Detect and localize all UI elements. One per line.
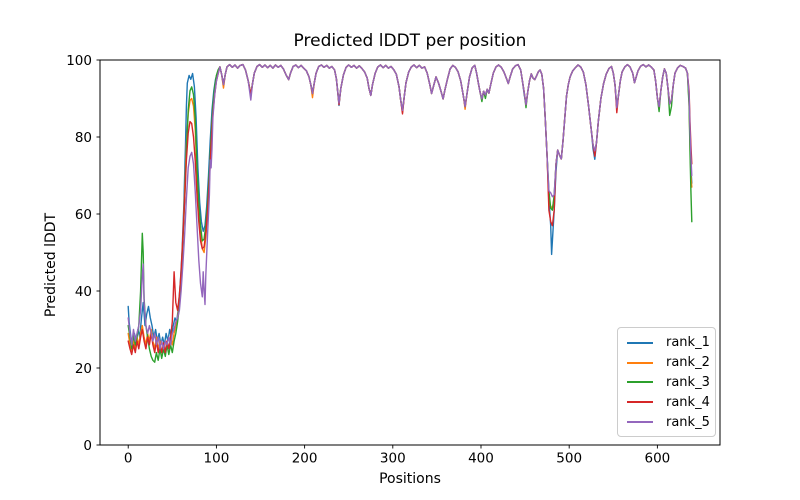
legend-line-sample [627, 361, 653, 364]
y-tick-label: 40 [75, 284, 92, 300]
legend-line-sample [627, 341, 653, 344]
y-tick-label: 0 [83, 438, 92, 454]
x-tick-label: 400 [468, 451, 494, 467]
x-tick-label: 0 [124, 451, 133, 467]
y-tick-label: 60 [75, 207, 92, 223]
legend: rank_1 rank_2 rank_3 rank_4 rank_5 [617, 327, 716, 437]
legend-entry: rank_2 [627, 353, 710, 373]
x-tick-label: 100 [204, 451, 230, 467]
x-tick-label: 200 [292, 451, 318, 467]
legend-line-sample [627, 381, 653, 384]
legend-entry-label: rank_1 [666, 335, 710, 351]
axes-spines [99, 59, 721, 446]
chart-title: Predicted lDDT per position [293, 31, 527, 51]
x-tick-label: 300 [380, 451, 406, 467]
series-line-rank_4 [127, 63, 693, 356]
legend-entry: rank_5 [627, 412, 710, 432]
legend-line-sample [627, 401, 653, 404]
legend-line-sample [627, 421, 653, 424]
legend-entry-label: rank_4 [666, 394, 710, 410]
legend-entry: rank_1 [627, 333, 710, 353]
y-axis-label: Predicted lDDT [43, 212, 59, 318]
legend-entry-label: rank_5 [666, 414, 710, 430]
y-tick-label: 80 [75, 130, 92, 146]
legend-entry-label: rank_3 [666, 374, 710, 390]
x-tick-label: 500 [556, 451, 582, 467]
legend-entry: rank_4 [627, 392, 710, 412]
x-axis-label: Positions [379, 471, 441, 487]
legend-entry: rank_3 [627, 373, 710, 393]
legend-entry-label: rank_2 [666, 355, 710, 371]
y-tick-label: 100 [66, 53, 92, 69]
x-tick-label: 600 [644, 451, 670, 467]
series-line-rank_5 [127, 63, 693, 350]
y-tick-label: 20 [75, 361, 92, 377]
